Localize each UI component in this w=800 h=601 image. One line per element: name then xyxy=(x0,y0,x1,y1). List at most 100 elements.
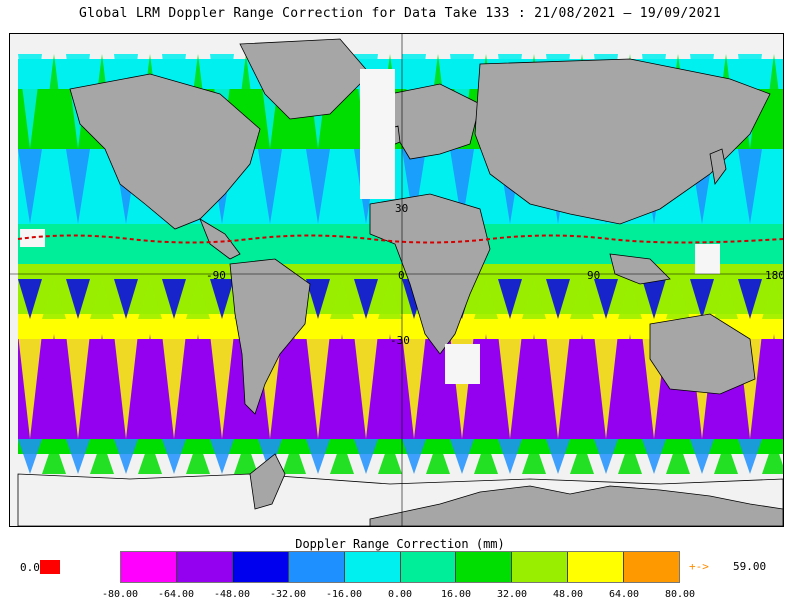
orbit-track-segment xyxy=(522,279,546,319)
overflow-value: 59.00 xyxy=(733,560,767,573)
orbit-track-segment xyxy=(330,279,354,319)
orbit-track-segment xyxy=(450,149,474,224)
colorbar-tick-label: -48.00 xyxy=(213,589,251,600)
orbit-track-segment xyxy=(114,279,138,319)
orbit-track-segment xyxy=(42,279,66,319)
orbit-track-segment xyxy=(90,279,114,319)
orbit-track-segment xyxy=(618,334,642,439)
map-panel[interactable]: -90 0 90 180 30 -30 xyxy=(9,33,784,527)
orbit-track-segment xyxy=(18,334,42,439)
lat-label-minus-30: -30 xyxy=(390,334,410,347)
colorbar-bin-7 xyxy=(512,552,569,582)
orbit-track-segment xyxy=(426,334,450,439)
orbit-track-segment xyxy=(186,279,210,319)
colorbar-bin-0 xyxy=(121,552,177,582)
orbit-track-segment xyxy=(186,334,210,439)
orbit-track-segment xyxy=(714,279,738,319)
orbit-track-segment xyxy=(18,439,42,474)
colorbar-bin-5 xyxy=(400,552,457,582)
graticule xyxy=(10,34,783,526)
colorbar-bin-6 xyxy=(456,552,513,582)
orbit-track-segment xyxy=(762,149,783,224)
orbit-track-segment xyxy=(90,149,114,224)
orbit-track-segment xyxy=(762,334,783,439)
south-america xyxy=(229,258,311,415)
band-antarctic-mix xyxy=(18,439,783,454)
orbit-track-segment xyxy=(42,149,66,224)
orbit-track-segment xyxy=(474,279,498,319)
orbit-track-segment xyxy=(378,334,402,439)
orbit-track-segment xyxy=(642,279,666,319)
orbit-track-segment xyxy=(618,439,642,474)
orbit-track-segment xyxy=(738,439,762,474)
land-masses xyxy=(17,38,783,526)
orbit-track-segment xyxy=(234,149,258,224)
orbit-track-segment xyxy=(570,334,594,439)
orbit-track-segment xyxy=(762,279,783,319)
colorbar-tick-label: -64.00 xyxy=(157,589,195,600)
orbit-track-segment xyxy=(474,334,498,439)
orbit-track-segment xyxy=(90,334,114,439)
orbit-track-segment xyxy=(42,439,66,474)
orbit-track-segment xyxy=(66,439,90,474)
asia xyxy=(474,58,771,225)
orbit-track-segment xyxy=(666,279,690,319)
orbit-track-segment xyxy=(258,149,282,224)
colorbar-tick-labels: -80.00 -64.00 -48.00 -32.00 -16.00 0.00 16.00 3… xyxy=(0,589,800,601)
colorbar-tick-label: 0.00 xyxy=(387,589,413,600)
orbit-track-segment xyxy=(42,334,66,439)
orbit-track-segment xyxy=(522,439,546,474)
orbit-track-segment xyxy=(258,439,282,474)
orbit-track-segment xyxy=(546,334,570,439)
orbit-track-segment xyxy=(402,334,426,439)
orbit-track-segment xyxy=(690,279,714,319)
colorbar-bin-3 xyxy=(288,552,345,582)
orbit-track-segment xyxy=(594,334,618,439)
greenland xyxy=(239,38,371,120)
orbit-track-segment xyxy=(114,334,138,439)
orbit-track-segment xyxy=(306,149,330,224)
no-data-west-pacific xyxy=(695,244,720,274)
zero-correction-line xyxy=(17,234,783,244)
colorbar-tick-label: -32.00 xyxy=(269,589,307,600)
orbit-track-segment xyxy=(546,439,570,474)
graticule-labels: -90 0 90 180 30 -30 xyxy=(206,202,783,347)
orbit-track-segment xyxy=(570,439,594,474)
orbit-track-segment xyxy=(402,149,426,224)
orbit-track-segment xyxy=(450,439,474,474)
orbit-track-segment xyxy=(138,334,162,439)
japan xyxy=(709,148,727,186)
colorbar xyxy=(120,551,680,583)
orbit-track-segment xyxy=(594,279,618,319)
lon-label-0: 0 xyxy=(398,269,405,282)
indonesia xyxy=(609,253,671,285)
orbit-track-segment xyxy=(738,149,762,224)
doppler-map[interactable]: -90 0 90 180 30 -30 xyxy=(10,34,783,526)
orbit-track-segment xyxy=(162,279,186,319)
colorbar-tick-label: 64.00 xyxy=(608,589,640,600)
orbit-track-segment xyxy=(66,334,90,439)
overflow-arrow: +-> xyxy=(689,560,709,573)
colorbar-tick-label: -16.00 xyxy=(325,589,363,600)
colorbar-bin-8 xyxy=(568,552,625,582)
orbit-track-segment xyxy=(738,279,762,319)
colorbar-tick-label: -80.00 xyxy=(101,589,139,600)
orbit-track-segment xyxy=(18,279,42,319)
orbit-track-segment xyxy=(330,149,354,224)
orbit-track-segment xyxy=(306,334,330,439)
orbit-track-segment xyxy=(66,279,90,319)
no-data-south-africa xyxy=(445,344,480,384)
orbit-track-segment xyxy=(162,334,186,439)
orbit-track-segment xyxy=(18,149,42,224)
orbit-track-segment xyxy=(354,439,378,474)
lon-label-180: 180 xyxy=(765,269,783,282)
orbit-track-segment xyxy=(66,149,90,224)
orbit-track-segment xyxy=(570,279,594,319)
orbit-track-segment xyxy=(762,54,783,149)
orbit-track-segment xyxy=(234,439,258,474)
colorbar-bin-2 xyxy=(232,552,289,582)
legend-title: Doppler Range Correction (mm) xyxy=(295,537,505,551)
orbit-track-segment xyxy=(714,149,738,224)
orbit-track-segment xyxy=(306,279,330,319)
orbit-track-segment xyxy=(498,279,522,319)
